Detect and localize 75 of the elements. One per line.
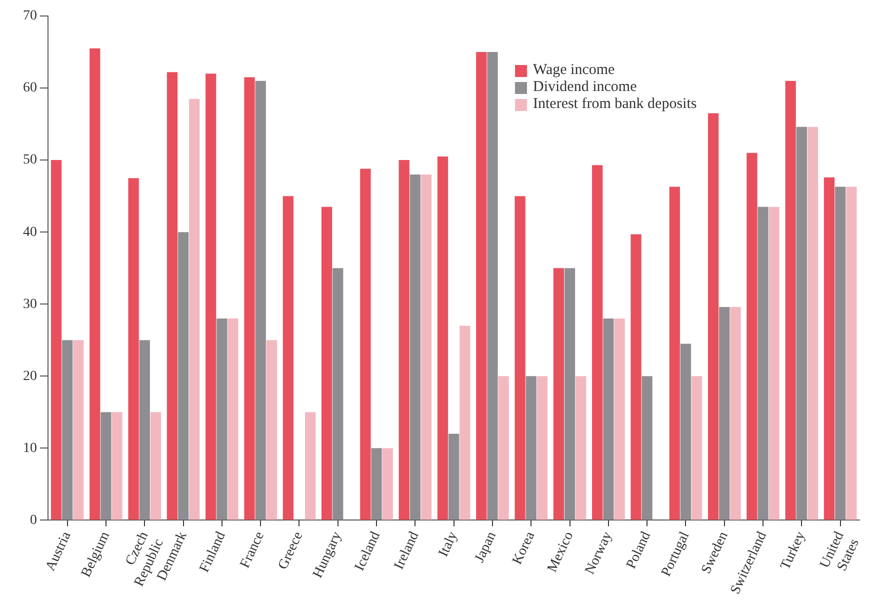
bar	[834, 186, 846, 520]
bar	[526, 376, 536, 520]
bar	[460, 326, 470, 520]
bar	[73, 340, 84, 520]
y-tick-label: 60	[23, 80, 37, 96]
bar	[90, 48, 100, 520]
bar	[768, 206, 780, 520]
y-tick-label: 70	[23, 8, 37, 24]
bar	[824, 177, 835, 520]
y-tick-label: 0	[30, 512, 37, 528]
bar	[321, 206, 332, 520]
bar	[150, 412, 162, 520]
bar	[708, 113, 719, 520]
bar	[139, 340, 150, 520]
bar	[553, 268, 564, 520]
bar	[846, 186, 857, 520]
bar	[614, 318, 625, 520]
bar	[564, 268, 576, 520]
bar	[62, 340, 73, 520]
bar	[536, 376, 548, 520]
legend-label: Wage income	[533, 62, 615, 79]
bar	[796, 126, 807, 520]
bar	[50, 160, 62, 520]
bar	[332, 268, 344, 520]
bar	[719, 306, 730, 520]
y-tick-label: 20	[23, 368, 37, 384]
bar	[642, 376, 652, 520]
bar	[498, 376, 509, 520]
x-tick-label: Italy	[436, 530, 461, 560]
bar	[255, 80, 266, 520]
bar	[420, 174, 432, 520]
legend-label: Dividend income	[533, 79, 637, 96]
y-tick-label: 40	[23, 224, 37, 240]
bar	[630, 234, 642, 520]
bar	[360, 168, 371, 520]
bar	[669, 186, 680, 520]
bar	[410, 174, 420, 520]
bar	[691, 376, 702, 520]
bar	[266, 340, 277, 520]
bar	[746, 152, 758, 520]
bar	[282, 196, 294, 520]
bar	[244, 77, 255, 520]
x-tick-label: Greece	[276, 530, 306, 572]
x-tick-label: Korea	[510, 528, 538, 567]
bar	[807, 126, 818, 520]
bar	[206, 74, 216, 520]
bar	[603, 318, 614, 520]
y-tick-label: 10	[23, 440, 37, 456]
y-tick-label: 30	[23, 296, 37, 312]
legend-label: Interest from bank deposits	[533, 96, 697, 113]
bar	[112, 412, 122, 520]
bar	[100, 412, 112, 520]
x-tick-label: Japan	[472, 530, 500, 565]
bar	[189, 98, 200, 520]
bar	[128, 178, 139, 520]
bar	[228, 318, 238, 520]
bar	[398, 160, 410, 520]
bar	[785, 80, 796, 520]
bar	[166, 72, 178, 520]
bar	[476, 52, 487, 520]
bar	[576, 376, 586, 520]
bar	[680, 344, 692, 520]
bar	[730, 306, 741, 520]
bar	[216, 318, 228, 520]
bar	[382, 448, 393, 520]
bar	[514, 196, 526, 520]
bar	[592, 165, 603, 520]
bar	[758, 206, 768, 520]
bar	[371, 448, 382, 520]
bar	[448, 434, 460, 520]
bar	[304, 412, 316, 520]
y-tick-label: 50	[23, 152, 37, 168]
bar	[437, 156, 448, 520]
bar	[178, 232, 189, 520]
bar	[487, 52, 498, 520]
